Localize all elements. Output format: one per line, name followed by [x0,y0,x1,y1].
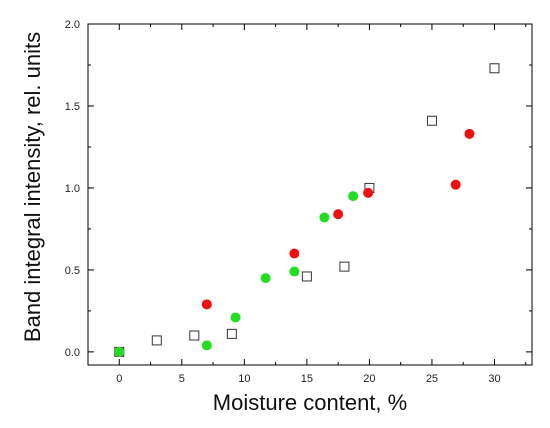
x-tick-label: 15 [301,373,313,385]
plot-frame [87,23,533,366]
y-tick-label: 1.0 [65,183,80,195]
x-tick-label: 0 [116,373,122,385]
filled-circle-point [289,266,300,277]
open-square-point [489,63,500,74]
filled-circle-point [363,187,374,198]
y-tick-label: 2.0 [65,19,80,31]
y-tick-label: 1.5 [65,101,80,113]
filled-circle-point [319,212,330,223]
x-tick-label: 25 [426,373,438,385]
open-square-point [426,115,437,126]
x-tick-label: 5 [179,373,185,385]
y-tick-label: 0.5 [65,265,80,277]
open-square-point [301,271,312,282]
filled-circle-point [260,273,271,284]
data-points [114,63,500,357]
x-tick-label: 30 [488,373,500,385]
y-axis: 0.0 0.5 1.0 1.5 2.0 [65,19,532,359]
x-tick-label: 10 [238,373,250,385]
filled-circle-point [114,346,125,357]
open-square-point [339,261,350,272]
filled-circle-point [464,128,475,139]
filled-circle-point [333,209,344,220]
x-axis: 0 5 10 15 20 25 30 [87,24,527,385]
filled-circle-point [289,248,300,259]
open-square-point [226,328,237,339]
x-tick-label: 20 [363,373,375,385]
open-square-point [151,335,162,346]
filled-circle-point [201,340,212,351]
plot-border [87,23,533,366]
y-axis-label: Band integral intensity, rel. units [20,32,45,342]
filled-circle-point [450,179,461,190]
y-tick-label: 0.0 [65,347,80,359]
filled-circle-point [348,191,359,202]
open-square-point [189,330,200,341]
filled-circle-point [230,312,241,323]
x-axis-label: Moisture content, % [213,390,407,415]
filled-circle-point [201,299,212,310]
